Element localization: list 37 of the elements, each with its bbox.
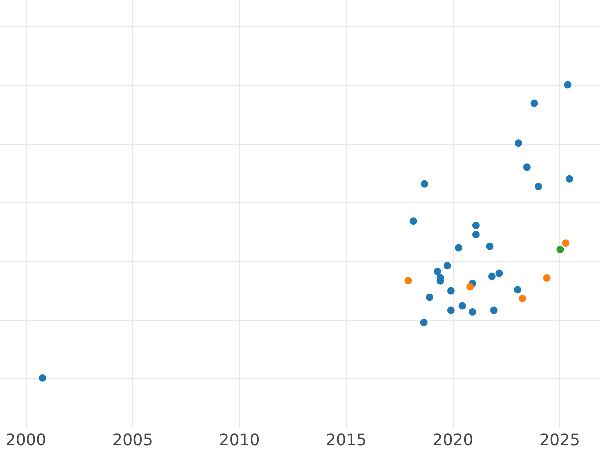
point bbox=[404, 277, 412, 285]
point bbox=[564, 81, 572, 89]
point bbox=[514, 286, 522, 294]
point bbox=[434, 268, 442, 276]
x-tick-label: 2025 bbox=[540, 430, 580, 450]
point bbox=[444, 262, 452, 270]
point bbox=[562, 240, 570, 248]
point bbox=[523, 164, 531, 172]
point bbox=[420, 180, 428, 188]
x-tick-label: 2005 bbox=[112, 430, 154, 450]
point bbox=[488, 272, 496, 280]
point bbox=[447, 287, 455, 295]
x-tick-label: 2015 bbox=[326, 430, 367, 450]
point bbox=[455, 244, 463, 252]
point bbox=[466, 283, 474, 291]
point bbox=[486, 242, 494, 250]
point bbox=[420, 319, 428, 326]
x-tick-label: 2010 bbox=[219, 430, 260, 450]
point bbox=[543, 274, 551, 282]
point bbox=[535, 183, 542, 190]
point bbox=[496, 270, 504, 278]
point bbox=[490, 306, 498, 314]
point bbox=[472, 231, 480, 239]
point bbox=[566, 175, 574, 183]
point bbox=[458, 302, 466, 310]
point bbox=[469, 308, 476, 316]
point bbox=[426, 294, 434, 302]
point bbox=[556, 246, 564, 254]
point bbox=[472, 222, 480, 230]
point bbox=[38, 374, 46, 382]
x-tick-label: 2000 bbox=[6, 430, 46, 450]
point bbox=[514, 140, 522, 148]
point bbox=[530, 100, 538, 108]
x-tick-label: 2020 bbox=[432, 430, 474, 450]
point bbox=[518, 295, 526, 302]
point bbox=[447, 306, 455, 314]
point bbox=[410, 218, 418, 226]
